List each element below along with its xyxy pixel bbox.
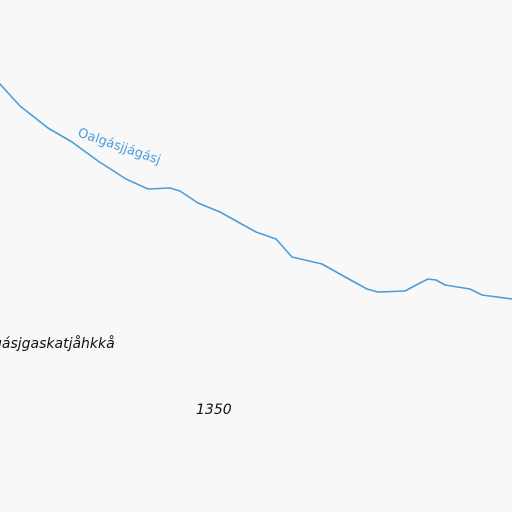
river-label: Oalgásjjágásj	[76, 126, 163, 168]
place-label: gásjgaskatjåhkkå	[0, 336, 115, 352]
elevation-label: 1350	[196, 402, 232, 418]
river-line	[0, 83, 512, 300]
